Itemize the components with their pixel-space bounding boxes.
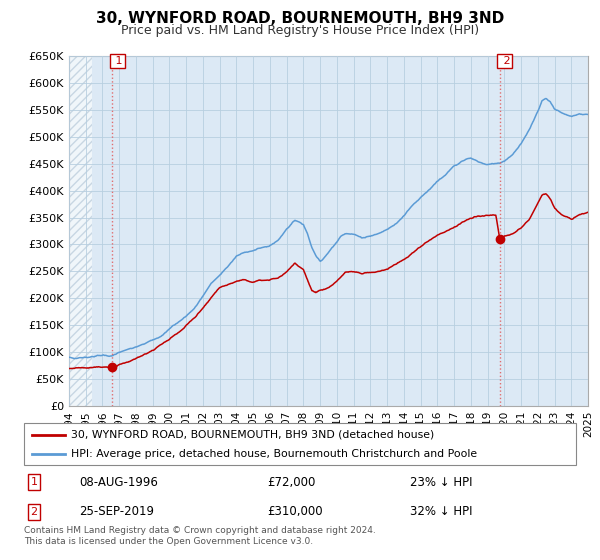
Text: 08-AUG-1996: 08-AUG-1996	[79, 475, 158, 489]
Text: 30, WYNFORD ROAD, BOURNEMOUTH, BH9 3ND (detached house): 30, WYNFORD ROAD, BOURNEMOUTH, BH9 3ND (…	[71, 430, 434, 440]
Text: 30, WYNFORD ROAD, BOURNEMOUTH, BH9 3ND: 30, WYNFORD ROAD, BOURNEMOUTH, BH9 3ND	[96, 11, 504, 26]
Text: 1: 1	[112, 56, 122, 66]
Text: 1: 1	[31, 477, 37, 487]
Text: HPI: Average price, detached house, Bournemouth Christchurch and Poole: HPI: Average price, detached house, Bour…	[71, 449, 477, 459]
FancyBboxPatch shape	[24, 423, 576, 465]
Bar	[69, 56, 92, 406]
Text: 25-SEP-2019: 25-SEP-2019	[79, 505, 154, 519]
Text: Price paid vs. HM Land Registry's House Price Index (HPI): Price paid vs. HM Land Registry's House …	[121, 24, 479, 37]
Text: Contains HM Land Registry data © Crown copyright and database right 2024.
This d: Contains HM Land Registry data © Crown c…	[24, 526, 376, 546]
Text: £310,000: £310,000	[267, 505, 323, 519]
Text: £72,000: £72,000	[267, 475, 315, 489]
Text: 2: 2	[500, 56, 510, 66]
Text: 2: 2	[31, 507, 37, 517]
Bar	[69, 56, 92, 406]
Text: 32% ↓ HPI: 32% ↓ HPI	[410, 505, 473, 519]
Text: 23% ↓ HPI: 23% ↓ HPI	[410, 475, 473, 489]
